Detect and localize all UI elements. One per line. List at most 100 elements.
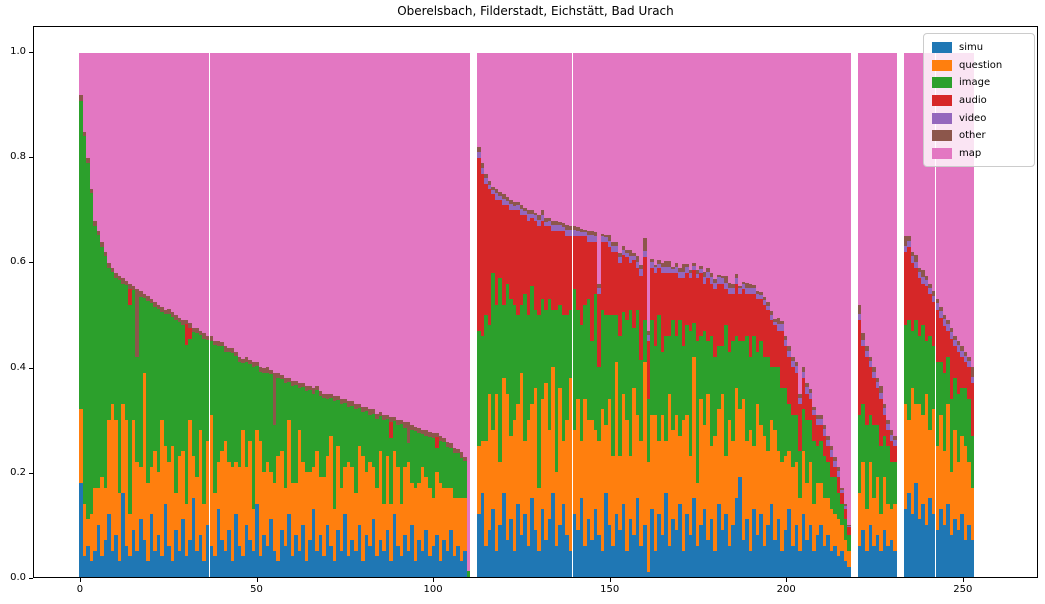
segment-question [262,472,266,536]
segment-audio [731,294,735,342]
bar-x138 [565,53,569,577]
segment-question [741,398,746,541]
segment-simu [921,503,925,577]
segment-map [375,52,379,415]
segment-map [276,53,280,373]
segment-map [614,53,619,242]
bar-x119 [498,53,502,577]
segment-other [163,309,168,314]
segment-question [554,472,559,546]
segment-simu [354,550,358,577]
segment-video [734,277,739,284]
segment-question [258,440,263,557]
segment-question [752,446,756,509]
bar-x69 [322,53,326,577]
segment-image [713,356,717,436]
segment-question [463,498,467,551]
segment-map [494,53,499,190]
segment-question [805,482,809,541]
segment-image [371,413,376,467]
segment-audio [523,215,527,295]
segment-simu [445,550,450,577]
segment-audio [738,294,742,342]
segment-image [893,461,897,504]
segment-video [544,221,548,226]
segment-image [805,419,809,483]
y-tick-label: 1.0 [10,46,26,58]
segment-audio [727,294,732,352]
segment-simu [502,493,506,577]
segment-map [942,53,947,316]
segment-audio [857,320,862,415]
segment-video [625,253,629,258]
segment-simu [642,524,647,577]
segment-audio [664,273,668,336]
segment-question [248,440,252,541]
bar-x223 [865,53,869,577]
bar-x171 [681,53,686,577]
segment-audio [882,414,887,436]
segment-question [417,482,421,541]
bar-x94 [410,53,414,577]
segment-image [540,299,545,399]
segment-video [509,203,513,211]
segment-image [537,315,541,488]
segment-map [417,52,421,428]
segment-other [882,404,887,409]
segment-audio [597,294,601,368]
bar-x231 [893,53,897,577]
bar-x125 [519,52,524,577]
y-tick-mark [29,262,33,264]
segment-image [297,388,302,431]
segment-map [931,53,936,292]
bar-x164 [657,53,661,577]
segment-simu [153,550,157,577]
segment-other [551,220,555,225]
segment-question [121,404,125,494]
segment-simu [829,550,834,577]
segment-image [354,409,358,494]
segment-video [597,287,601,295]
segment-other [290,380,295,386]
segment-other [836,467,841,472]
segment-map [205,52,210,336]
bar-x63 [301,53,305,577]
x-tick-label: 50 [250,584,263,595]
segment-audio [840,493,844,504]
segment-image [583,304,587,399]
legend-label: video [959,112,987,124]
bar-x85 [378,52,383,577]
segment-map [174,53,178,316]
segment-image [103,256,108,488]
segment-map [970,53,975,368]
segment-image [836,493,841,520]
segment-other [646,330,651,335]
segment-simu [202,561,206,577]
segment-question [480,440,485,494]
segment-other [188,322,192,329]
segment-image [530,286,534,405]
segment-other [762,297,767,301]
segment-map [156,52,161,305]
segment-video [540,215,545,221]
segment-map [234,53,238,352]
segment-other [628,249,633,257]
segment-other [671,266,675,270]
segment-video [752,288,756,295]
segment-image [117,279,122,494]
segment-map [396,52,400,420]
segment-question [678,435,682,504]
segment-question [526,419,531,546]
segment-audio [783,346,788,389]
segment-image [759,341,763,426]
segment-other [431,432,436,439]
segment-video [695,274,700,279]
bar-x194 [762,53,767,577]
segment-audio [886,430,890,446]
segment-audio [970,383,975,436]
segment-simu [406,550,411,577]
segment-map [847,52,851,525]
segment-other [142,294,147,299]
bar-x154 [621,53,626,577]
segment-question [826,498,830,536]
